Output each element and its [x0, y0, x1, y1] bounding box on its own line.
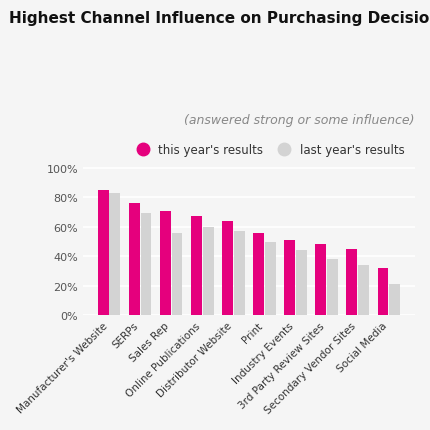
Bar: [160, 211, 171, 316]
Bar: [203, 227, 214, 316]
Bar: [347, 249, 357, 316]
Bar: [316, 245, 326, 316]
Bar: [222, 221, 233, 316]
Bar: [141, 214, 151, 316]
Bar: [296, 251, 307, 316]
Bar: [265, 242, 276, 316]
Bar: [378, 268, 388, 316]
Bar: [172, 233, 182, 316]
Bar: [253, 233, 264, 316]
Bar: [358, 265, 369, 316]
Bar: [389, 285, 400, 316]
Bar: [234, 232, 245, 316]
Legend: this year's results, last year's results: this year's results, last year's results: [126, 139, 409, 161]
Bar: [327, 260, 338, 316]
Bar: [191, 217, 202, 316]
Bar: [110, 194, 120, 316]
Bar: [129, 204, 140, 316]
Bar: [98, 190, 109, 316]
Text: (answered strong or some influence): (answered strong or some influence): [184, 114, 415, 127]
Text: Highest Channel Influence on Purchasing Decision: Highest Channel Influence on Purchasing …: [9, 11, 430, 26]
Bar: [284, 240, 295, 316]
